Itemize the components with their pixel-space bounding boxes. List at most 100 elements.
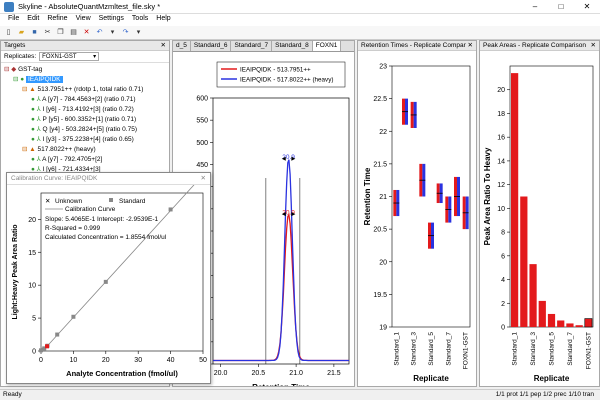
tree-node-label: I [y6] - 713.4192+[3] (ratio 0.72)	[42, 106, 134, 113]
tree-node[interactable]: ● ⅄ I [y6] - 713.4192+[3] (ratio 0.72)	[4, 105, 166, 115]
y-tick-label: 5	[32, 316, 36, 323]
x-tick-label: 20.5	[252, 370, 266, 377]
tab-standard-7[interactable]: Standard_7	[231, 41, 273, 51]
legend-label: IEAIPQIDK - 517.8022++ (heavy)	[240, 77, 333, 84]
menu-edit[interactable]: Edit	[27, 15, 40, 22]
peak-area-bar	[538, 300, 546, 327]
undo-icon[interactable]: ↶	[96, 29, 103, 36]
close-button[interactable]: ✕	[583, 2, 591, 11]
peak-areas-close-icon[interactable]: ✕	[590, 42, 596, 49]
tree-node[interactable]: ● ⅄ A [y7] - 784.4563+[2] (ratio 0.71)	[4, 95, 166, 105]
transition-icon: ● ⅄	[31, 106, 43, 113]
minimize-button[interactable]: –	[532, 2, 538, 11]
x-tick-label: FOXN1-GST	[463, 332, 470, 369]
undo-dropdown-icon[interactable]: ▾	[110, 29, 115, 36]
legend-unknown-icon: ✕	[45, 198, 50, 205]
y-tick-label: 0	[32, 349, 36, 356]
menu-view[interactable]: View	[75, 15, 91, 22]
replicates-select[interactable]: FOXN1-GST ▾	[39, 52, 100, 61]
menu-help[interactable]: Help	[156, 15, 171, 22]
tree-node[interactable]: ⊟ ▲ 513.7951++ (rdotp 1, total ratio 0.7…	[4, 85, 166, 95]
tree-node[interactable]: ● ⅄ A [y7] - 792.4705+[2]	[4, 155, 166, 165]
tree-node-label: IEAIPQIDK	[25, 76, 63, 83]
new-file-icon[interactable]: ▯	[6, 29, 11, 36]
light-peak-label: 20.9	[282, 210, 295, 217]
plot-frame	[212, 97, 350, 365]
menu-tools[interactable]: Tools	[131, 15, 149, 22]
retention-times-plot[interactable]: 19 19.5 20 20.5 21 21.5 22 22.5 23 Retention Time…	[358, 52, 476, 387]
maximize-button[interactable]: □	[558, 2, 564, 11]
peak-area-bar	[584, 318, 593, 328]
standard-point	[71, 314, 76, 319]
y-tick-label: 20	[497, 87, 505, 94]
tree-node[interactable]: ⊟ ◆ GST-tag	[4, 65, 166, 75]
y-tick-label: 22	[379, 129, 387, 136]
tab-standard-5[interactable]: d_5	[173, 41, 191, 51]
x-tick-label: Standard_3	[530, 332, 537, 366]
copy-icon[interactable]: ❐	[57, 29, 64, 36]
x-tick-label: Standard_1	[512, 332, 519, 366]
rsq-text: R-Squared = 0.999	[45, 225, 100, 232]
heavy-peak-label: 20.9	[282, 154, 295, 161]
peak-area-bar	[511, 73, 519, 327]
menu-settings[interactable]: Settings	[98, 15, 124, 22]
paste-icon[interactable]: ▤	[70, 29, 77, 36]
heavy-trace	[213, 159, 349, 362]
legend-label: Calibration Curve	[65, 206, 116, 213]
x-tick-label: Standard_5	[549, 332, 556, 366]
replicates-row: Replicates: FOXN1-GST ▾	[1, 51, 169, 63]
y-tick-label: 18	[497, 111, 505, 118]
tree-node[interactable]: ● ⅄ P [y5] - 600.3352+[1] (ratio 0.71)	[4, 115, 166, 125]
x-tick-label: 21.5	[327, 370, 341, 377]
y-tick-label: 19	[379, 325, 387, 332]
tab-foxn1[interactable]: FOXN1	[312, 41, 342, 51]
save-icon[interactable]: ■	[32, 29, 37, 36]
peak-areas-plot[interactable]: 0 2 4 6 8 10 12 14 16 18 20 Peak Area Ratio To Heav…	[480, 52, 599, 387]
delete-icon[interactable]: ✕	[83, 29, 90, 36]
y-tick-label: 15	[28, 250, 36, 257]
peptide-icon: ⊟ ●	[13, 76, 26, 83]
tree-node[interactable]: ● ⅄ Q [y4] - 503.2824+[5] (ratio 0.75)	[4, 125, 166, 135]
tree-node-label: Q [y4] - 503.2824+[5] (ratio 0.75)	[42, 126, 138, 133]
menu-refine[interactable]: Refine	[47, 15, 68, 22]
x-tick-label: Standard_7	[445, 332, 452, 366]
y-tick-label: 23	[379, 64, 387, 71]
redo-dropdown-icon[interactable]: ▾	[136, 29, 141, 36]
menu-file[interactable]: File	[8, 15, 20, 22]
tree-node[interactable]: ● ⅄ I [y3] - 375.2238+[4] (ratio 0.65)	[4, 135, 166, 145]
tree-node[interactable]: ⊟ ▲ 517.8022++ (heavy)	[4, 145, 166, 155]
standard-point	[55, 332, 60, 337]
peak-area-bar	[547, 313, 556, 327]
chromatogram-plot[interactable]: 05010015020025030035040045050055060020.0…	[173, 52, 354, 386]
transition-icon: ● ⅄	[31, 96, 43, 103]
x-axis-label: Replicate	[413, 374, 449, 383]
calibration-curve-window[interactable]: Calibration Curve: IEAIPQIDK ✕ 0 10 20 30 40…	[6, 172, 211, 384]
tree-node-label: I [y6] - 721.4334+[3]	[42, 166, 101, 173]
x-tick-label: Standard_5	[428, 332, 435, 366]
standard-point	[103, 279, 108, 284]
precursor-icon: ⊟ ▲	[22, 146, 38, 153]
replicates-select-value: FOXN1-GST	[42, 54, 77, 60]
calibration-window-title: Calibration Curve: IEAIPQIDK	[11, 175, 98, 182]
y-tick-label: 500	[196, 140, 208, 147]
tree-node[interactable]: ● ⅄ I [y6] - 721.4334+[3]	[4, 165, 166, 175]
redo-icon[interactable]: ↷	[122, 29, 129, 36]
targets-pane-header: Targets ✕	[1, 41, 169, 51]
y-axis-label: Peak Area Ratio To Heavy	[483, 147, 492, 245]
calibration-window-titlebar[interactable]: Calibration Curve: IEAIPQIDK ✕	[7, 173, 210, 185]
calibration-close-icon[interactable]: ✕	[200, 175, 206, 182]
legend-label: Standard	[119, 198, 146, 205]
chromatogram-tabs: d_5 Standard_6 Standard_7 Standard_8 FOX…	[173, 41, 354, 52]
targets-close-icon[interactable]: ✕	[160, 42, 166, 49]
x-axis-label: Retention Time	[252, 383, 310, 386]
open-folder-icon[interactable]: ▰	[18, 29, 25, 36]
retention-times-close-icon[interactable]: ✕	[467, 42, 473, 49]
cut-icon[interactable]: ✂	[44, 29, 51, 36]
tab-standard-8[interactable]: Standard_8	[272, 41, 313, 51]
retention-times-title: Retention Times - Replicate Compar	[361, 42, 466, 49]
peak-areas-title: Peak Areas - Replicate Comparison	[483, 42, 586, 49]
x-tick-label: 20	[102, 357, 110, 364]
calibration-curve-plot[interactable]: 0 10 20 30 40 50 0 5 10 15 20 ✕ Unknown StandardCalib…	[7, 185, 210, 383]
tab-standard-6[interactable]: Standard_6	[191, 41, 232, 51]
tree-node[interactable]: ⊟ ● IEAIPQIDK	[4, 75, 166, 85]
